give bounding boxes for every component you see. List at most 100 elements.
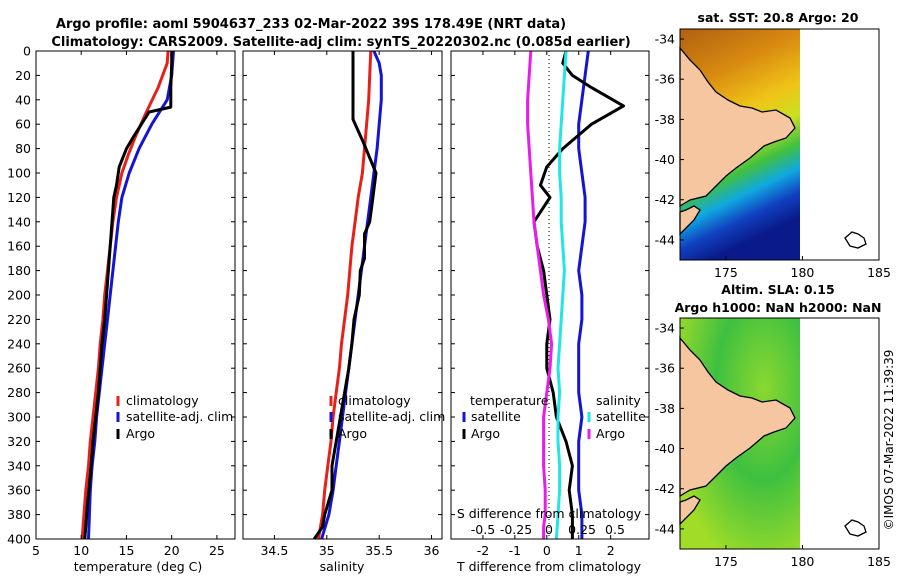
map-sst: sat. SST: 20.8 Argo: 20 -34-36-38-40-42-…	[655, 10, 891, 280]
temperature-axes-box	[35, 50, 236, 540]
map-ytick-label: -40	[655, 441, 675, 456]
ytick-label: 100	[7, 166, 31, 181]
series-satellite-adj-clim	[87, 50, 175, 540]
legend-title-temperature: temperature	[470, 393, 549, 408]
salinity-legend: climatology satellite-adj. clim Argo	[329, 393, 445, 441]
panel-temperature: 0 20 40 60 80 100 120 140 160 180 200 220 240 260 280 3…	[7, 44, 236, 574]
legend-label-satellite: satellite-adj. clim	[338, 409, 445, 424]
legend-label-sal-argo: Argo	[596, 426, 625, 441]
panel-salinity: 34.5 35 35.5 36 salinity climatology satell…	[242, 50, 445, 574]
legend-label-sal-satellite: satellite	[596, 409, 646, 424]
land-south-island	[679, 205, 701, 236]
map-sst-axes-box	[679, 28, 880, 261]
map-ytick-label: -40	[655, 152, 675, 167]
stick-label: -0.5	[471, 522, 495, 537]
difference-legend-temperature: temperature satellite Argo	[462, 393, 549, 441]
map-sla: Altim. SLA: 0.15 Argo h1000: NaN h2000: …	[655, 282, 891, 569]
map-xtick-label: 175	[714, 554, 738, 569]
salinity-yticks	[243, 50, 442, 540]
map-ytick-label: -38	[655, 401, 675, 416]
temperature-yticks: 0 20 40 60 80 100 120 140 160 180 200 220 240 260 280 3…	[7, 44, 235, 547]
ytick-label: 80	[15, 141, 31, 156]
ytick-label: 0	[23, 44, 31, 59]
xtick-label: 36	[424, 543, 440, 558]
xtick-label: 1	[575, 543, 583, 558]
map-ytick-label: -42	[655, 481, 675, 496]
salinity-xticks: 34.5 35 35.5 36	[260, 51, 440, 558]
xtick-label: -2	[477, 543, 489, 558]
panel-difference: -2 -1 0 1 2 -0.5 -0.25 0 0.25 0.5 T difference f…	[450, 50, 650, 574]
xtick-label: 35.5	[365, 543, 393, 558]
ytick-label: 260	[7, 361, 31, 376]
salinity-series-group	[312, 50, 383, 540]
ytick-label: 340	[7, 458, 31, 473]
xtick-label: 2	[607, 543, 615, 558]
map-xtick-label: 180	[791, 265, 815, 280]
map-ytick-label: -34	[655, 321, 675, 336]
difference-xlabel: T difference from climatology	[456, 559, 642, 574]
series-salinity-satellite	[554, 50, 568, 540]
land-north-island	[679, 336, 796, 498]
ytick-label: 360	[7, 483, 31, 498]
ytick-label: 400	[7, 532, 31, 547]
salinity-axes-box	[242, 50, 443, 540]
ytick-label: 200	[7, 288, 31, 303]
map-ytick-label: -42	[655, 192, 675, 207]
temperature-series-group	[80, 50, 175, 540]
map-ytick-label: -38	[655, 112, 675, 127]
map-sla-yticks: -34 -36 -38 -40 -42 -44	[655, 321, 684, 536]
ytick-label: 180	[7, 263, 31, 278]
map-ytick-label: -36	[655, 72, 675, 87]
xtick-label: 34.5	[260, 543, 288, 558]
xtick-label: 10	[73, 543, 89, 558]
salinity-difference-ticks: -0.5 -0.25 0 0.25 0.5	[471, 522, 625, 537]
difference-series-group	[526, 50, 625, 540]
temperature-xlabel: temperature (deg C)	[74, 559, 203, 574]
difference-axes-box	[450, 50, 650, 540]
map-sla-title1: Altim. SLA: 0.15	[721, 282, 834, 297]
legend-label-climatology: climatology	[126, 393, 199, 408]
xtick-label: 35	[319, 543, 335, 558]
ytick-label: 160	[7, 239, 31, 254]
xtick-label: 0	[543, 543, 551, 558]
map-ytick-label: -34	[655, 32, 675, 47]
difference-yticks	[451, 50, 649, 540]
map-ytick-label: -44	[655, 521, 675, 536]
legend-title-salinity: salinity	[596, 393, 641, 408]
temperature-legend: climatology satellite-adj. clim Argo	[116, 393, 233, 441]
map-sst-yticks: -34 -36 -38 -40 -42 -44	[655, 32, 684, 247]
map-ytick-label: -36	[655, 361, 675, 376]
ytick-label: 20	[15, 68, 31, 83]
difference-xticks: -2 -1 0 1 2	[477, 51, 615, 558]
series-salinity-argo	[526, 50, 554, 539]
header-title-line1: Argo profile: aoml 5904637_233 02-Mar-20…	[56, 17, 566, 32]
salinity-xlabel: salinity	[320, 559, 365, 574]
ytick-label: 60	[15, 117, 31, 132]
legend-label-argo: Argo	[126, 426, 155, 441]
series-climatology	[80, 50, 170, 540]
ytick-label: 220	[7, 312, 31, 327]
map-xtick-label: 175	[714, 265, 738, 280]
header-title-line2: Climatology: CARS2009. Satellite-adj cli…	[51, 35, 630, 50]
map-xtick-label: 180	[791, 554, 815, 569]
stick-label: 0.25	[568, 522, 596, 537]
map-sla-title2: Argo h1000: NaN h2000: NaN	[675, 300, 882, 315]
legend-label-temp-satellite: satellite	[471, 409, 521, 424]
chatham-island	[844, 519, 867, 537]
imos-watermark: ©IMOS 07-Mar-2022 11:39:39	[882, 350, 896, 531]
xtick-label: 20	[164, 543, 180, 558]
legend-label-argo: Argo	[338, 426, 367, 441]
xtick-label: -1	[509, 543, 521, 558]
legend-label-temp-argo: Argo	[471, 426, 500, 441]
map-xtick-label: 185	[867, 554, 891, 569]
difference-legend-salinity: salinity satellite Argo	[587, 393, 646, 441]
ytick-label: 380	[7, 507, 31, 522]
xtick-label: 5	[32, 543, 40, 558]
ytick-label: 120	[7, 190, 31, 205]
ytick-label: 140	[7, 214, 31, 229]
ytick-label: 40	[15, 92, 31, 107]
temperature-xticks: 5 10 15 20 25	[32, 51, 225, 558]
map-xtick-label: 185	[867, 265, 891, 280]
land-south-island	[679, 495, 701, 526]
